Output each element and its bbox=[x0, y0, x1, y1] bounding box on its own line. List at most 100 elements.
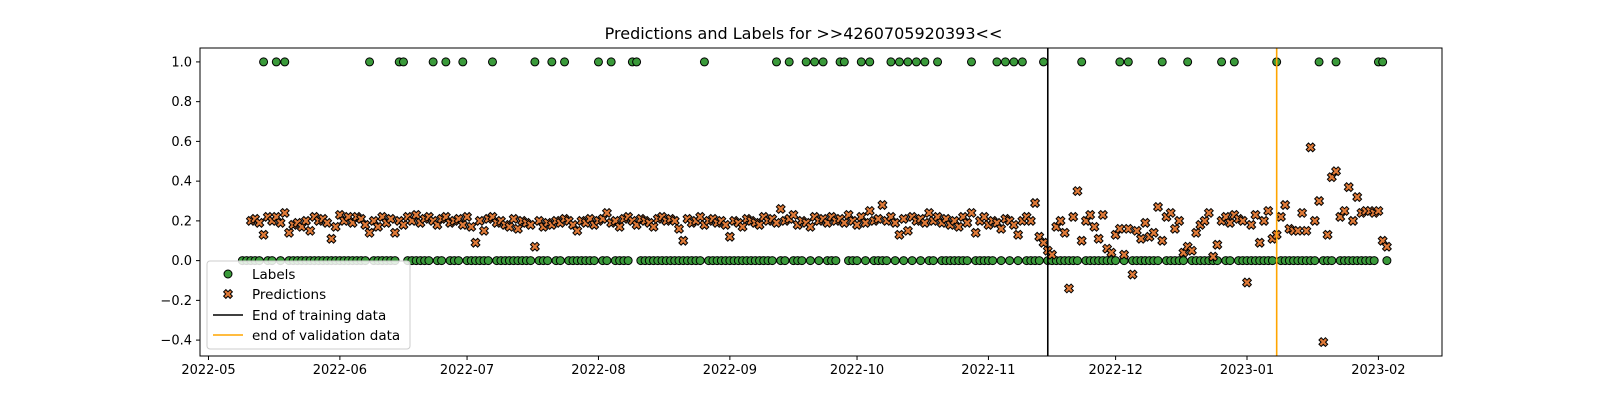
label-point bbox=[1382, 256, 1392, 266]
prediction-point bbox=[1318, 336, 1329, 348]
prediction-point bbox=[1140, 217, 1151, 228]
prediction-point bbox=[1148, 227, 1159, 238]
prediction-marker bbox=[275, 217, 286, 228]
prediction-marker bbox=[924, 207, 935, 219]
prediction-marker bbox=[474, 215, 485, 226]
prediction-marker bbox=[877, 199, 888, 211]
prediction-marker bbox=[1246, 219, 1257, 230]
legend-box bbox=[206, 260, 411, 350]
label-point bbox=[424, 256, 434, 266]
prediction-point bbox=[919, 217, 930, 228]
prediction-marker bbox=[1140, 217, 1151, 228]
prediction-marker bbox=[1297, 207, 1308, 219]
prediction-point bbox=[364, 227, 375, 238]
prediction-point bbox=[470, 237, 481, 248]
prediction-marker bbox=[1301, 225, 1312, 236]
x-tick-label: 2022-07 bbox=[440, 363, 494, 378]
label-point bbox=[996, 256, 1006, 266]
prediction-point bbox=[326, 233, 337, 244]
label-point bbox=[1217, 57, 1227, 67]
prediction-point bbox=[1301, 225, 1312, 236]
label-point bbox=[1077, 57, 1087, 67]
prediction-marker bbox=[279, 207, 290, 219]
label-point bbox=[992, 57, 1002, 67]
y-axis: 1.0 0.8 0.6 0.4 0.2 0.0 −0.2 −0.4 bbox=[160, 55, 200, 349]
prediction-marker bbox=[466, 221, 477, 232]
prediction-marker bbox=[360, 219, 371, 230]
prediction-marker bbox=[508, 213, 519, 224]
prediction-point bbox=[1135, 233, 1147, 244]
prediction-marker bbox=[1318, 336, 1329, 348]
y-tick-label: −0.2 bbox=[160, 294, 192, 309]
prediction-marker bbox=[1068, 211, 1079, 222]
label-point bbox=[547, 57, 557, 67]
prediction-marker bbox=[504, 221, 515, 232]
label-point bbox=[1034, 256, 1044, 266]
prediction-marker bbox=[737, 221, 748, 232]
prediction-marker bbox=[1309, 215, 1320, 226]
label-point bbox=[852, 256, 862, 266]
prediction-point bbox=[1212, 239, 1223, 250]
prediction-point bbox=[275, 217, 286, 228]
chart-title: Predictions and Labels for >>42607059203… bbox=[605, 24, 1003, 43]
prediction-marker bbox=[1174, 215, 1185, 226]
prediction-marker bbox=[326, 233, 337, 244]
prediction-point bbox=[864, 205, 875, 217]
prediction-marker bbox=[283, 227, 295, 238]
label-point bbox=[886, 57, 896, 67]
label-point bbox=[437, 256, 447, 266]
prediction-point bbox=[283, 227, 295, 238]
label-point bbox=[814, 256, 824, 266]
prediction-marker bbox=[1165, 207, 1176, 219]
prediction-marker bbox=[771, 217, 782, 228]
prediction-marker bbox=[1093, 233, 1104, 244]
prediction-point bbox=[678, 235, 689, 246]
x-tick-label: 2022-11 bbox=[961, 363, 1015, 378]
label-point bbox=[1229, 57, 1239, 67]
legend-marker-predictions bbox=[222, 288, 234, 300]
label-point bbox=[861, 256, 871, 266]
prediction-point bbox=[1072, 185, 1083, 197]
label-point bbox=[589, 256, 599, 266]
y-tick-label: 0.8 bbox=[171, 95, 192, 110]
label-point bbox=[916, 256, 926, 266]
prediction-marker bbox=[678, 235, 689, 246]
prediction-point bbox=[902, 225, 913, 236]
label-point bbox=[1314, 57, 1324, 67]
prediction-marker bbox=[695, 211, 706, 222]
prediction-point bbox=[894, 229, 905, 240]
prediction-marker bbox=[461, 211, 473, 222]
prediction-marker bbox=[1157, 235, 1168, 246]
prediction-marker bbox=[805, 221, 816, 232]
prediction-marker bbox=[1203, 207, 1214, 219]
prediction-point bbox=[1258, 215, 1270, 226]
prediction-point bbox=[979, 211, 990, 222]
prediction-marker bbox=[254, 217, 265, 228]
label-point bbox=[928, 256, 938, 266]
label-point bbox=[865, 57, 875, 67]
prediction-marker bbox=[851, 219, 863, 230]
label-point bbox=[856, 57, 866, 67]
prediction-marker bbox=[1313, 195, 1325, 207]
prediction-point bbox=[1322, 229, 1333, 240]
prediction-marker bbox=[1085, 209, 1096, 221]
label-point bbox=[839, 57, 849, 67]
prediction-marker bbox=[966, 207, 977, 219]
prediction-point bbox=[385, 213, 396, 224]
prediction-point bbox=[1085, 209, 1096, 221]
label-point bbox=[398, 57, 408, 67]
label-point bbox=[530, 57, 540, 67]
prediction-marker bbox=[1072, 185, 1083, 197]
prediction-marker bbox=[1131, 225, 1142, 236]
legend-marker-labels bbox=[223, 269, 233, 279]
label-point bbox=[441, 57, 451, 67]
label-point bbox=[271, 57, 281, 67]
prediction-marker bbox=[788, 209, 799, 221]
prediction-marker bbox=[525, 219, 536, 230]
prediction-point bbox=[1191, 227, 1202, 238]
prediction-point bbox=[300, 215, 312, 226]
label-point bbox=[1009, 57, 1019, 67]
prediction-point bbox=[1254, 237, 1265, 248]
prediction-marker bbox=[1046, 249, 1058, 260]
